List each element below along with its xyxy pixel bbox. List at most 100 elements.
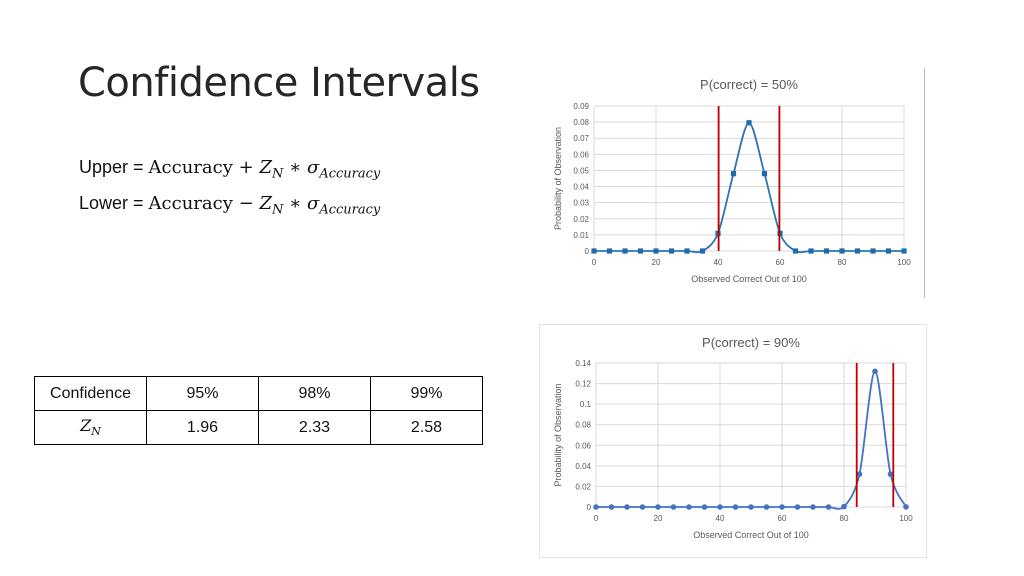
data-point: [748, 504, 754, 510]
data-point: [637, 248, 644, 254]
table-header-row: Confidence 95% 98% 99%: [34, 376, 483, 411]
data-point: [591, 248, 597, 254]
data-point: [608, 504, 615, 510]
data-point: [763, 504, 770, 510]
y-tick-label: 0.1: [580, 400, 592, 409]
data-point: [670, 504, 677, 510]
data-point: [717, 504, 723, 510]
table-cell: Confidence: [34, 376, 147, 411]
data-point: [699, 248, 706, 254]
chart-p50: P(correct) = 50% 0 0.01 0.02 0.03 0.04 0.05 0.0…: [548, 68, 925, 298]
data-point: [622, 248, 628, 254]
lower-label: Lower =: [79, 193, 149, 213]
data-point: [639, 504, 646, 510]
lower-minus: −: [238, 193, 254, 214]
lower-sigma-sub: Accuracy: [319, 202, 381, 218]
data-point: [841, 503, 847, 510]
table-cell: 95%: [146, 376, 259, 411]
x-axis-label: Observed Correct Out of 100: [691, 274, 807, 284]
data-point: [668, 248, 675, 254]
data-point: [624, 504, 630, 510]
y-tick-label: 0.06: [575, 441, 591, 450]
y-tick-label: 0.09: [573, 102, 589, 111]
y-tick-label: 0: [585, 247, 590, 256]
data-point: [808, 248, 814, 254]
data-point: [856, 471, 863, 477]
upper-z-sub: N: [271, 166, 284, 182]
upper-formula: Upper = Accuracy + ZN ∗ σAccuracy: [79, 157, 380, 182]
y-tick-label: 0.01: [573, 231, 589, 240]
y-tick-label: 0.08: [575, 421, 591, 430]
data-point: [825, 504, 832, 510]
x-tick-label: 0: [594, 514, 599, 523]
y-tick-label: 0.04: [575, 462, 591, 471]
data-point: [823, 248, 830, 254]
data-point: [653, 248, 659, 254]
y-tick-label: 0.03: [573, 199, 589, 208]
upper-z: Z: [259, 157, 272, 178]
x-tick-label: 20: [652, 258, 661, 267]
table-cell: 1.96: [146, 410, 259, 445]
x-tick-label: 0: [592, 258, 597, 267]
y-tick-label: 0.14: [575, 359, 591, 368]
y-tick-label: 0.05: [573, 166, 589, 175]
data-point: [872, 368, 878, 375]
series-line: [594, 121, 904, 254]
table-cell: 99%: [370, 376, 483, 411]
upper-label: Upper =: [79, 157, 149, 177]
series-line: [596, 370, 907, 510]
y-axis-label: Probability of Observation: [553, 383, 563, 486]
data-point: [839, 248, 845, 254]
chart-title: P(correct) = 50%: [700, 77, 798, 92]
data-point: [854, 248, 861, 254]
y-tick-label: 0.07: [573, 134, 589, 143]
data-point: [779, 504, 785, 510]
x-tick-label: 60: [776, 258, 785, 267]
y-tick-label: 0.08: [573, 118, 589, 127]
lower-z: Z: [259, 193, 272, 214]
data-point: [746, 120, 752, 126]
y-tick-label: 0: [587, 503, 592, 512]
slide-title: Confidence Intervals: [78, 60, 480, 106]
data-point: [887, 471, 894, 477]
lower-z-sub: N: [271, 202, 284, 218]
x-tick-label: 100: [897, 258, 911, 267]
table-cell: 2.33: [258, 410, 371, 445]
x-tick-label: 40: [716, 514, 725, 523]
y-tick-label: 0.04: [573, 183, 589, 192]
data-point: [701, 504, 708, 510]
data-point: [885, 248, 892, 254]
y-tick-label: 0.02: [575, 482, 591, 491]
z-score-table: Confidence 95% 98% 99% ZN 1.96 2.33 2.58: [34, 376, 483, 445]
y-tick-label: 0.06: [573, 150, 589, 159]
x-axis-label: Observed Correct Out of 100: [693, 530, 809, 540]
upper-plus: +: [238, 157, 254, 178]
data-point: [730, 171, 737, 177]
data-point: [732, 504, 739, 510]
chart-title: P(correct) = 90%: [702, 335, 800, 350]
x-tick-label: 40: [714, 258, 723, 267]
y-axis-label: Probability of Observation: [553, 127, 563, 230]
data-point: [606, 248, 613, 254]
data-point: [903, 504, 909, 510]
chart-p90: P(correct) = 90% 0 0.02 0.04 0.06 0.08 0.1 0.12…: [539, 324, 927, 558]
upper-star: ∗: [289, 157, 302, 178]
lower-formula: Lower = Accuracy − ZN ∗ σAccuracy: [79, 193, 380, 218]
data-point: [870, 248, 876, 254]
chart-p90-svg: P(correct) = 90% 0 0.02 0.04 0.06 0.08 0.1 0.12…: [553, 335, 913, 540]
data-point: [901, 248, 907, 254]
lower-star: ∗: [289, 193, 302, 214]
x-tick-label: 60: [778, 514, 787, 523]
data-point: [810, 504, 816, 510]
data-point: [761, 171, 768, 177]
table-row: ZN 1.96 2.33 2.58: [34, 410, 483, 445]
x-tick-label: 100: [899, 514, 913, 523]
lower-accuracy: Accuracy: [148, 193, 233, 214]
x-tick-label: 80: [840, 514, 849, 523]
data-point: [684, 248, 690, 254]
table-cell: 2.58: [370, 410, 483, 445]
data-point: [593, 504, 599, 510]
data-point: [794, 504, 801, 510]
upper-sigma-sub: Accuracy: [319, 166, 381, 182]
x-tick-label: 80: [838, 258, 847, 267]
